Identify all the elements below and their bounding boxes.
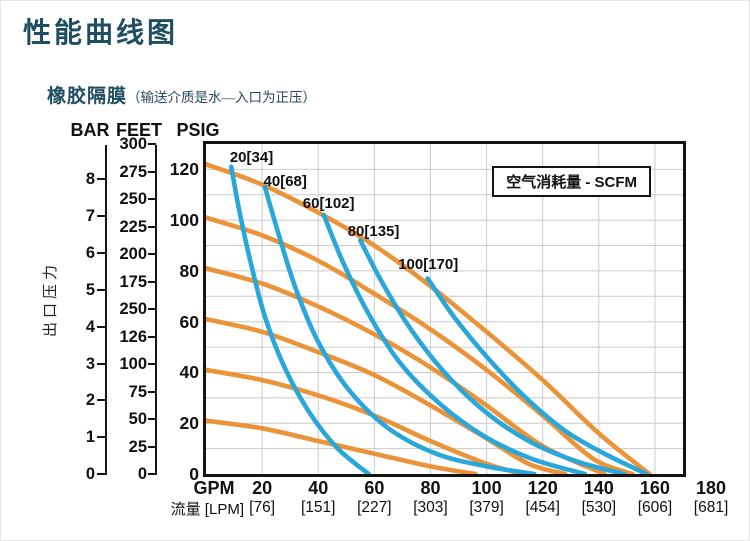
bar-tick-mark [97, 178, 105, 181]
page-title: 性能曲线图 [23, 18, 179, 49]
feet-tick-mark [148, 280, 156, 283]
air-consumption-60-scfm [324, 215, 585, 474]
feet-tick-label: 50 [128, 410, 147, 428]
psig-axis-header: PSIG [176, 120, 220, 140]
chart-subtitle: 橡胶隔膜（输送介质是水—入口为正压） [47, 81, 316, 108]
x-tick-label-lpm: [606] [637, 499, 673, 516]
psig-tick-label: 40 [179, 362, 199, 383]
bar-axis-header: BAR [70, 120, 110, 140]
air-consumption-20-scfm [231, 167, 368, 474]
feet-tick-label: 126 [119, 327, 147, 346]
bar-tick-label: 7 [85, 207, 95, 226]
bar-tick-label: 0 [85, 465, 95, 483]
feet-tick-mark [148, 363, 156, 365]
bar-tick-mark [97, 288, 105, 291]
legend-box: 空气消耗量 - SCFM [492, 166, 652, 198]
feet-tick-label: 0 [137, 465, 147, 483]
x-tick-label-gpm: 60 [364, 478, 385, 498]
psig-tick-label: 80 [179, 260, 199, 281]
x-tick-label-lpm: [681] [693, 499, 729, 516]
x-tick-label-gpm: 100 [471, 478, 502, 498]
feet-tick-label: 225 [119, 217, 147, 236]
psig-tick-label: 120 [169, 159, 199, 180]
x-tick-label-lpm: [530] [581, 499, 617, 516]
air-consumption-100-scfm [428, 279, 647, 474]
feet-tick-label: 300 [119, 135, 147, 153]
x-tick-label-gpm: 140 [583, 478, 614, 498]
bar-tick-mark [97, 473, 105, 475]
diaphragm-type-label: 橡胶隔膜 [47, 86, 128, 107]
discharge-curve-60psig [206, 319, 565, 474]
feet-tick-mark [148, 225, 156, 228]
bar-tick-mark [97, 252, 105, 255]
x-tick-label-gpm: 120 [527, 478, 558, 498]
air-consumption-40-scfm [265, 187, 534, 474]
feet-tick-label: 200 [119, 245, 147, 263]
bar-tick-label: 5 [85, 280, 95, 299]
feet-tick-label: 275 [119, 162, 147, 181]
psig-tick-label: 100 [169, 210, 199, 231]
feet-tick-mark [148, 390, 156, 393]
x-tick-label-lpm: [227] [357, 499, 392, 516]
feet-tick-mark [148, 170, 156, 173]
x-axis-unit-lpm: 流量 [LPM] [170, 501, 244, 518]
bar-axis-line [105, 145, 107, 475]
x-tick-label-lpm: [151] [300, 499, 336, 516]
plot-area: 空气消耗量 - SCFM [203, 141, 686, 477]
feet-tick-mark [148, 418, 156, 420]
x-tick-label-lpm: [379] [469, 499, 504, 516]
y-axis-title: 出口压力 [42, 260, 59, 337]
curves-canvas [206, 144, 683, 474]
x-tick-label-gpm: 20 [252, 478, 273, 498]
x-tick-label-gpm: 160 [639, 478, 670, 498]
curve-label-40-scfm: 40[68] [263, 173, 307, 191]
bar-tick-label: 3 [85, 354, 95, 373]
curve-label-60-scfm: 60[102] [302, 194, 355, 212]
feet-tick-mark [148, 253, 156, 255]
x-tick-label-lpm: [76] [249, 499, 276, 516]
bar-tick-mark [97, 215, 105, 218]
feet-tick-mark [148, 143, 156, 145]
x-tick-label-lpm: [454] [525, 499, 560, 516]
x-tick-label-gpm: 40 [308, 478, 329, 498]
bar-tick-label: 1 [85, 428, 95, 447]
bar-tick-label: 2 [85, 391, 95, 410]
bar-tick-label: 6 [85, 244, 95, 263]
bar-tick-mark [97, 325, 105, 328]
feet-tick-label: 100 [119, 355, 147, 373]
feet-tick-mark [148, 335, 156, 338]
discharge-curve-20psig [206, 421, 475, 474]
feet-tick-label: 175 [119, 272, 147, 291]
bar-tick-mark [97, 399, 105, 402]
x-axis-unit-gpm: GPM [193, 478, 235, 498]
psig-tick-label: 0 [189, 464, 199, 484]
curve-label-20-scfm: 20[34] [229, 148, 274, 166]
feet-axis-header: FEET [115, 120, 162, 140]
feet-tick-label: 75 [128, 382, 147, 401]
discharge-curve-40psig [206, 370, 523, 474]
feet-tick-label: 250 [119, 190, 147, 208]
x-tick-label-gpm: 180 [696, 478, 727, 498]
feet-tick-mark [148, 308, 156, 310]
feet-tick-mark [148, 198, 156, 200]
air-consumption-80-scfm [360, 240, 624, 474]
medium-note-label: （输送介质是水—入口为正压） [127, 90, 317, 105]
bar-tick-label: 8 [85, 170, 95, 189]
x-tick-label-gpm: 80 [420, 478, 441, 498]
x-tick-label-lpm: [303] [413, 499, 448, 516]
bar-tick-label: 4 [85, 317, 95, 336]
legend-label: 空气消耗量 - SCFM [506, 174, 638, 192]
bar-tick-mark [97, 436, 105, 439]
feet-tick-mark [148, 473, 156, 475]
feet-tick-label: 25 [128, 437, 147, 456]
bar-tick-mark [97, 362, 105, 365]
curve-label-100-scfm: 100[170] [398, 255, 459, 273]
psig-tick-label: 60 [179, 311, 199, 332]
curve-label-80-scfm: 80[135] [347, 222, 400, 240]
feet-axis-line [155, 145, 157, 475]
feet-tick-label: 250 [119, 300, 147, 318]
feet-tick-mark [148, 445, 156, 448]
psig-tick-label: 20 [179, 413, 199, 434]
